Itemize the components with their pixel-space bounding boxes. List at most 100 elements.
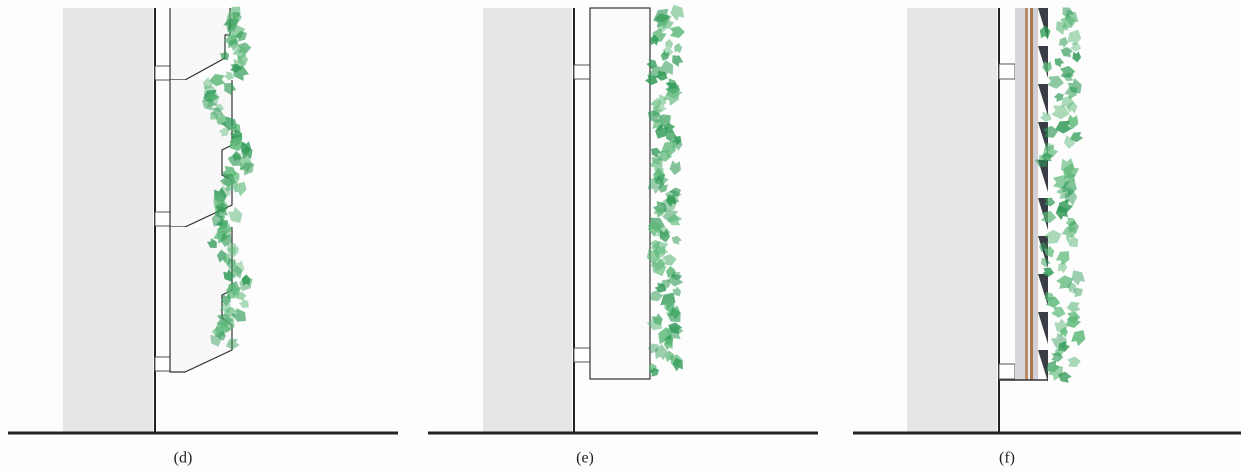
leaf xyxy=(238,298,249,309)
leaf xyxy=(1060,47,1074,57)
leaf xyxy=(672,55,684,67)
felt-panel xyxy=(589,7,651,380)
leaf xyxy=(1041,258,1051,268)
leaf xyxy=(1067,100,1078,114)
leaf xyxy=(1064,86,1078,100)
leaf xyxy=(669,160,681,176)
leaf xyxy=(210,332,222,347)
leaf xyxy=(217,330,227,341)
leaf xyxy=(1047,366,1063,381)
leaf xyxy=(1065,172,1076,181)
leaf xyxy=(221,293,232,307)
leaf xyxy=(1058,371,1072,383)
leaf xyxy=(239,162,255,176)
leaf xyxy=(1071,270,1086,286)
panel-f: (f) xyxy=(853,8,1241,467)
leaf xyxy=(239,275,253,292)
leaf xyxy=(224,306,238,318)
leaf xyxy=(1062,7,1074,19)
leaf xyxy=(227,243,240,256)
leaf xyxy=(221,177,239,192)
leaf xyxy=(1047,75,1064,89)
leaf xyxy=(219,317,235,334)
leaf xyxy=(231,265,243,279)
leaf xyxy=(201,98,217,111)
vegetation xyxy=(201,4,1086,383)
leaf xyxy=(1058,37,1068,49)
leaf xyxy=(1067,281,1076,293)
leaf xyxy=(1062,72,1075,82)
leaf xyxy=(665,39,674,50)
leaf xyxy=(662,254,677,266)
panel-label: (e) xyxy=(576,450,594,467)
leaf xyxy=(1072,51,1082,63)
leaf xyxy=(1051,105,1070,120)
leaf xyxy=(226,257,236,270)
leaf xyxy=(654,344,668,361)
leaf xyxy=(655,173,669,186)
leaf xyxy=(227,38,239,52)
leaf xyxy=(218,127,230,137)
leaf xyxy=(1060,327,1069,338)
leaf xyxy=(660,140,676,158)
layer xyxy=(1033,8,1038,380)
leaf xyxy=(1055,120,1073,134)
leaf xyxy=(659,228,671,243)
leaf xyxy=(1066,315,1082,329)
leaf xyxy=(1071,330,1086,347)
leaf xyxy=(1039,112,1052,122)
wall xyxy=(63,8,153,433)
leaf xyxy=(645,74,658,86)
leaf xyxy=(663,89,680,106)
leaf xyxy=(658,181,668,193)
leaf xyxy=(647,110,663,124)
leaf xyxy=(233,181,247,197)
leaf xyxy=(667,214,683,226)
layer xyxy=(1030,8,1033,380)
leaf xyxy=(666,307,681,323)
leaf xyxy=(1057,261,1068,274)
leaf xyxy=(227,153,245,166)
bracket xyxy=(154,356,171,372)
leaf xyxy=(1053,92,1064,102)
leaf xyxy=(655,70,668,81)
leaf xyxy=(651,258,667,277)
leaf xyxy=(220,232,232,248)
layer xyxy=(1028,8,1030,380)
pocket xyxy=(1038,312,1048,344)
bracket xyxy=(573,347,591,363)
leaf xyxy=(672,357,683,372)
bracket xyxy=(573,64,591,80)
leaf xyxy=(1066,301,1081,313)
leaf xyxy=(666,194,677,207)
leaf xyxy=(1042,267,1055,277)
bracket xyxy=(154,65,171,81)
leaf xyxy=(650,147,662,158)
leaf xyxy=(647,176,663,194)
leaf xyxy=(674,42,683,54)
leaf xyxy=(1039,25,1051,39)
pocket xyxy=(1038,350,1048,382)
leaf xyxy=(232,260,245,276)
leaf xyxy=(1055,251,1070,266)
leaf xyxy=(671,235,682,245)
leaf xyxy=(202,76,214,90)
leaf xyxy=(666,131,678,143)
leaf xyxy=(667,274,684,287)
leaf xyxy=(224,83,237,96)
wall xyxy=(483,8,572,433)
leaf xyxy=(1063,162,1080,179)
leaf xyxy=(1071,287,1084,298)
leaf xyxy=(646,316,663,331)
leaf xyxy=(647,343,659,354)
leaf xyxy=(662,17,675,29)
leaf xyxy=(663,338,673,351)
leaf xyxy=(646,59,658,69)
leaf xyxy=(650,34,659,46)
leaf xyxy=(1043,229,1062,245)
panel-e: (e) xyxy=(428,7,818,467)
panel-label: (f) xyxy=(999,450,1015,467)
leaf xyxy=(1069,42,1082,52)
leaf xyxy=(1051,352,1064,362)
